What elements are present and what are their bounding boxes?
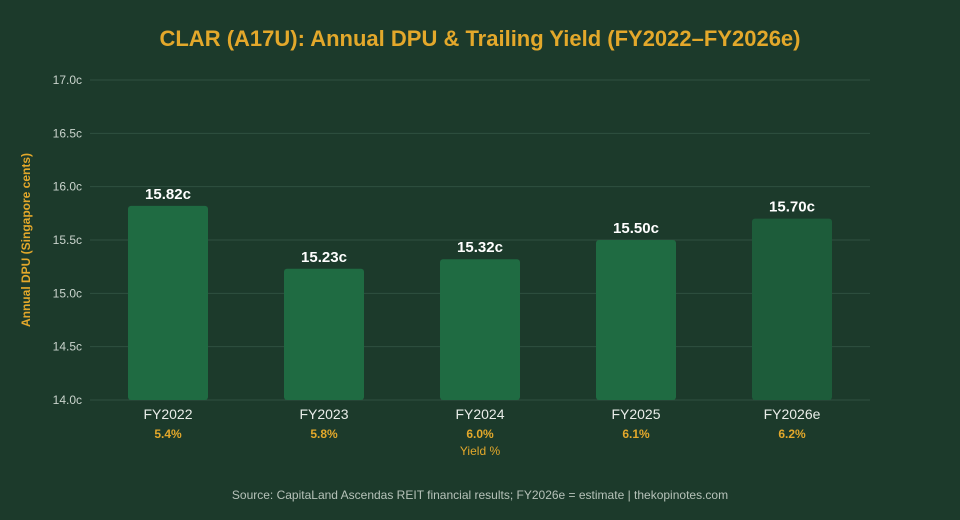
chart-title: CLAR (A17U): Annual DPU & Trailing Yield… xyxy=(159,26,800,51)
y-tick-label: 14.0c xyxy=(53,393,82,407)
x-tick-label: FY2022 xyxy=(143,406,192,422)
bar-data-labels: 15.82c 15.23c 15.32c 15.50c 15.70c xyxy=(145,186,815,266)
y-tick-label: 16.0c xyxy=(53,180,82,194)
bar-value-label: 15.70c xyxy=(769,199,815,216)
y-tick-labels: 14.0c 14.5c 15.0c 15.5c 16.0c 16.5c 17.0c xyxy=(53,73,82,407)
y-tick-label: 15.5c xyxy=(53,233,82,247)
bar-value-label: 15.82c xyxy=(145,186,191,203)
y-tick-label: 15.0c xyxy=(53,286,82,300)
bar-fy2022 xyxy=(128,205,208,400)
x-tick-label: FY2025 xyxy=(611,406,660,422)
yield-value: 6.1% xyxy=(622,427,650,441)
y-tick-label: 17.0c xyxy=(53,73,82,87)
bar-value-label: 15.32c xyxy=(457,239,503,256)
bar-value-label: 15.23c xyxy=(301,249,347,266)
yield-axis-label: Yield % xyxy=(460,444,501,458)
yield-values: 5.4% 5.8% 6.0% 6.1% 6.2% xyxy=(154,427,806,441)
y-tick-label: 16.5c xyxy=(53,126,82,140)
yield-value: 6.2% xyxy=(778,427,806,441)
bar-fy2024 xyxy=(440,259,520,400)
bar-fy2025 xyxy=(596,240,676,400)
bars xyxy=(128,205,832,400)
bar-fy2026e xyxy=(752,218,832,400)
y-axis-label: Annual DPU (Singapore cents) xyxy=(19,153,33,327)
bar-value-label: 15.50c xyxy=(613,220,659,237)
bar-fy2023 xyxy=(284,268,364,400)
y-tick-label: 14.5c xyxy=(53,340,82,354)
x-tick-label: FY2023 xyxy=(299,406,348,422)
yield-value: 6.0% xyxy=(466,427,494,441)
source-note: Source: CapitaLand Ascendas REIT financi… xyxy=(232,488,728,502)
x-tick-label: FY2026e xyxy=(764,406,821,422)
yield-value: 5.8% xyxy=(310,427,338,441)
yield-value: 5.4% xyxy=(154,427,182,441)
x-tick-labels: FY2022 FY2023 FY2024 FY2025 FY2026e xyxy=(143,406,820,422)
x-tick-label: FY2024 xyxy=(455,406,504,422)
